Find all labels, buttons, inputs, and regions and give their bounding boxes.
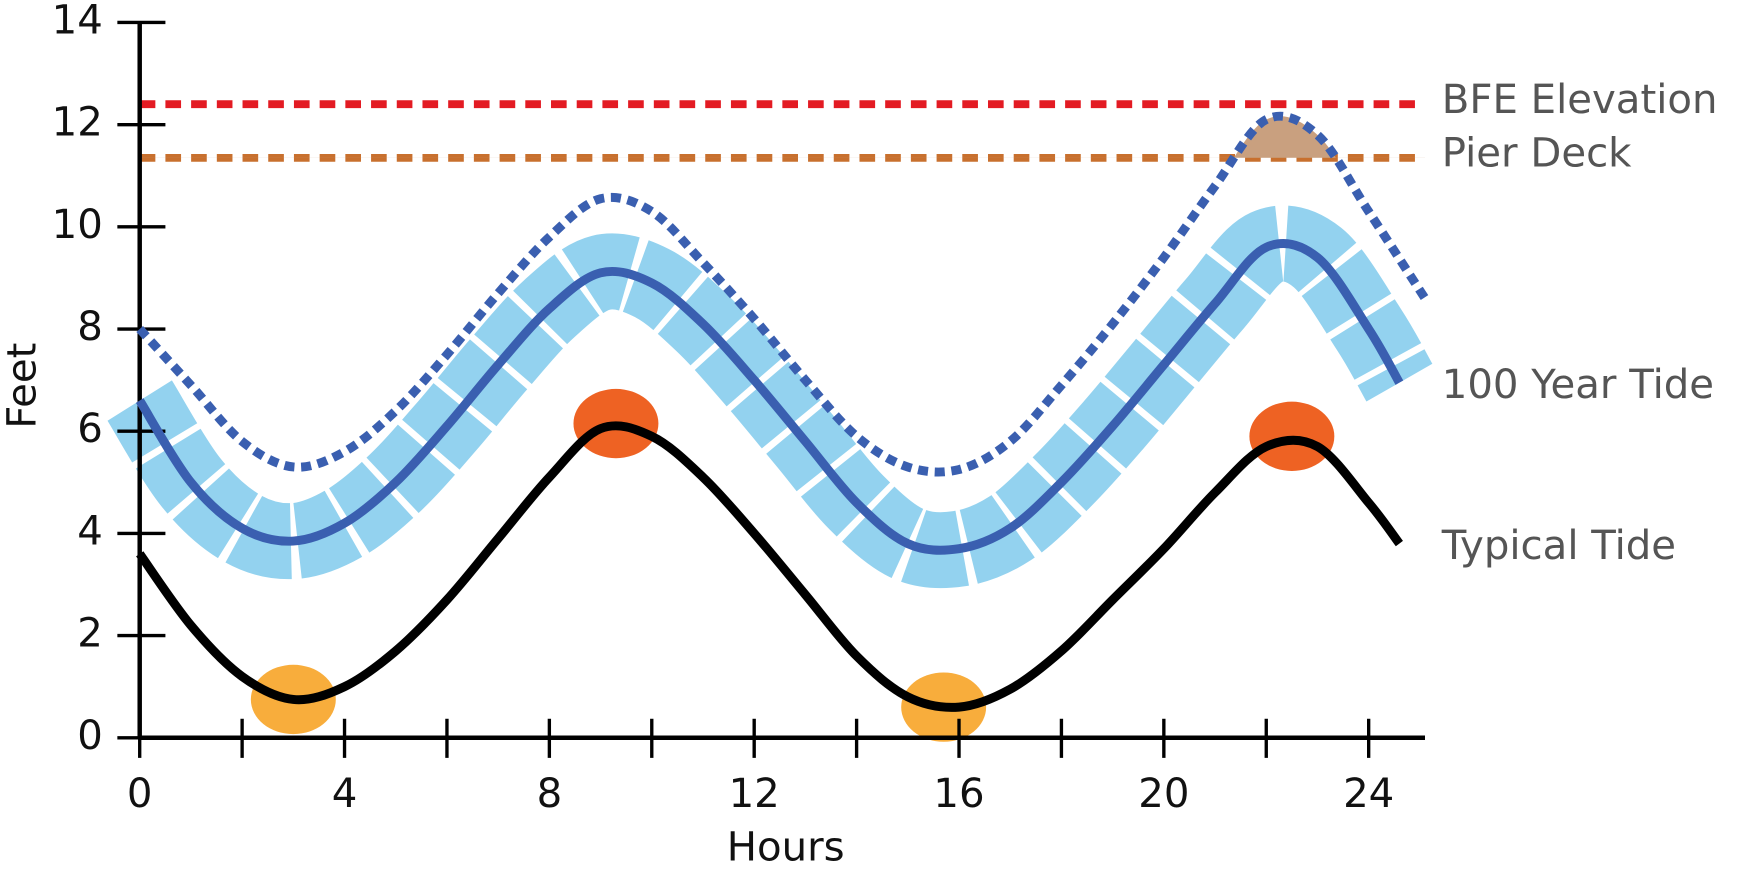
x-tick-label: 0: [127, 771, 153, 817]
reference-label: BFE Elevation: [1442, 77, 1718, 123]
y-tick-label: 2: [77, 611, 103, 657]
y-tick-label: 0: [77, 713, 103, 759]
reference-label: Pier Deck: [1442, 131, 1632, 177]
series-label: 100 Year Tide: [1442, 362, 1714, 408]
x-tick-label: 24: [1343, 771, 1394, 817]
x-tick-label: 20: [1138, 771, 1189, 817]
x-tick-label: 8: [537, 771, 563, 817]
y-axis-label: Feet: [0, 343, 46, 429]
y-tick-label: 6: [77, 406, 103, 452]
y-tick-label: 4: [77, 508, 103, 554]
y-tick-label: 12: [52, 100, 103, 146]
x-tick-label: 12: [729, 771, 780, 817]
background-layer: [140, 104, 1425, 742]
x-tick-label: 16: [933, 771, 984, 817]
page: {"chart_data": {"type": "line", "x_label…: [0, 0, 1748, 872]
y-tick-label: 14: [52, 0, 103, 43]
y-tick-label: 10: [52, 202, 103, 248]
series-label: Typical Tide: [1441, 523, 1676, 569]
x-tick-label: 4: [332, 771, 358, 817]
chart: BFE ElevationPier Deck024681012140481216…: [0, 0, 1748, 872]
x-axis-label: Hours: [727, 825, 845, 871]
y-tick-label: 8: [77, 304, 103, 350]
